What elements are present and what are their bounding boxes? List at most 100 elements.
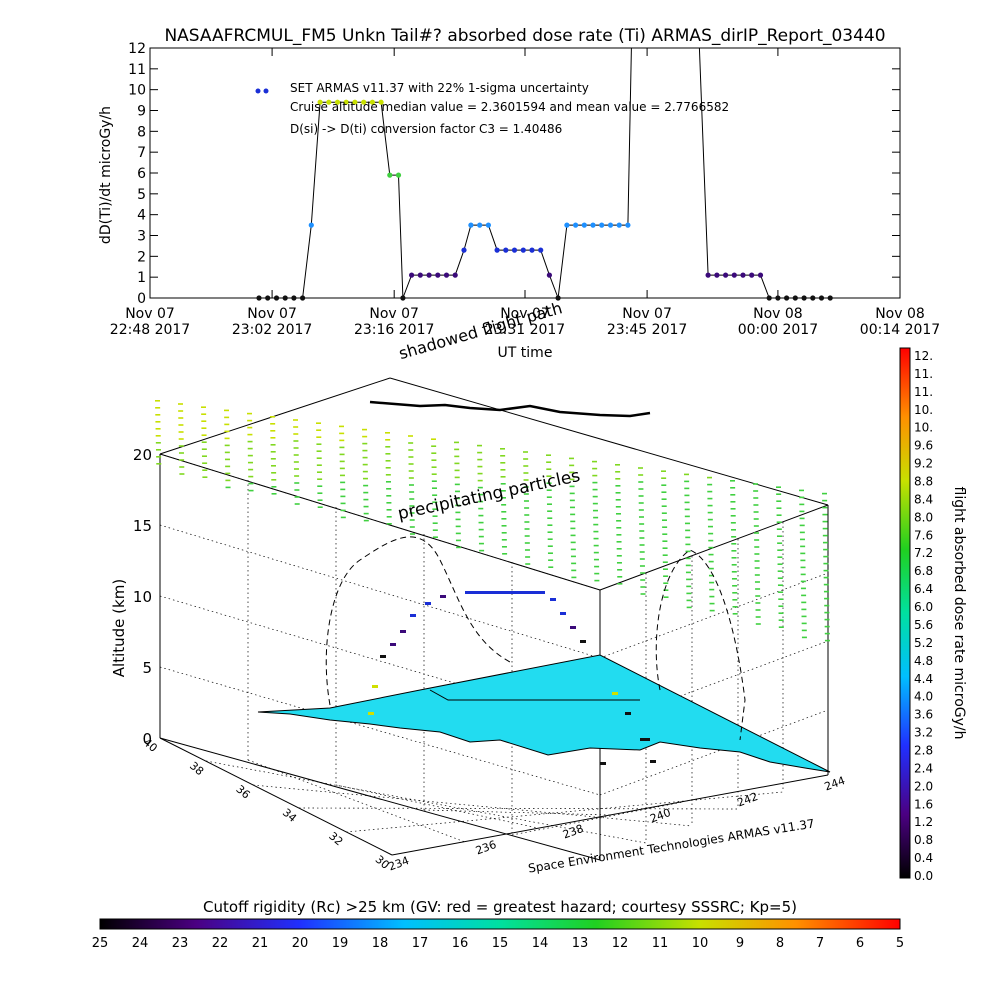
particle-mark bbox=[546, 461, 552, 463]
particle-mark bbox=[501, 546, 507, 548]
colorbar-tick-label: 11. bbox=[914, 367, 933, 381]
particle-mark bbox=[294, 503, 300, 505]
particle-mark bbox=[707, 511, 713, 514]
x-tick-label: Nov 07 bbox=[622, 306, 672, 322]
particle-mark bbox=[454, 448, 460, 451]
x-tick-label: 23:31 2017 bbox=[485, 322, 565, 338]
particle-mark bbox=[662, 533, 668, 535]
particle-mark bbox=[293, 419, 298, 421]
particle-mark bbox=[569, 471, 575, 474]
particle-mark bbox=[685, 536, 691, 539]
particle-mark bbox=[685, 571, 691, 574]
x-tick-label: 23:02 2017 bbox=[232, 322, 312, 338]
particle-mark bbox=[409, 512, 415, 514]
particle-mark bbox=[201, 427, 207, 429]
data-point bbox=[511, 247, 518, 253]
particle-mark bbox=[478, 542, 484, 545]
particle-mark bbox=[432, 536, 438, 538]
particle-mark bbox=[684, 480, 690, 483]
particle-mark bbox=[638, 509, 644, 511]
particle-mark bbox=[593, 558, 599, 561]
data-point bbox=[265, 295, 271, 301]
particle-mark bbox=[409, 533, 415, 535]
data-point bbox=[343, 99, 349, 105]
particle-mark bbox=[709, 581, 715, 584]
latitude-tick-label: 34 bbox=[280, 806, 299, 825]
flight-projection-left bbox=[325, 536, 511, 706]
particle-mark bbox=[707, 525, 713, 528]
particle-mark bbox=[500, 448, 505, 450]
particle-mark bbox=[592, 474, 598, 477]
particle-mark bbox=[340, 488, 346, 491]
particle-mark bbox=[339, 453, 345, 456]
particle-mark bbox=[639, 523, 645, 525]
particle-mark bbox=[339, 467, 345, 470]
data-point bbox=[546, 272, 553, 278]
particle-mark bbox=[685, 557, 691, 560]
particle-mark bbox=[293, 461, 299, 463]
particle-mark bbox=[663, 596, 669, 598]
particle-mark bbox=[661, 498, 667, 500]
particle-mark bbox=[524, 514, 530, 516]
particle-mark bbox=[662, 561, 668, 563]
particle-mark bbox=[570, 534, 576, 537]
particle-mark bbox=[431, 473, 437, 475]
data-point bbox=[317, 99, 323, 105]
particle-mark bbox=[155, 400, 160, 402]
particle-mark bbox=[408, 477, 414, 479]
data-point bbox=[731, 272, 737, 278]
particle-mark bbox=[616, 562, 622, 564]
particle-mark bbox=[638, 481, 644, 483]
particle-mark bbox=[201, 434, 207, 436]
particle-mark bbox=[386, 523, 392, 525]
particle-mark bbox=[594, 565, 600, 568]
particle-mark bbox=[823, 548, 829, 551]
particle-mark bbox=[777, 549, 783, 551]
particle-mark bbox=[316, 443, 322, 445]
particle-mark bbox=[615, 506, 621, 508]
particle-mark bbox=[661, 491, 667, 493]
particle-mark bbox=[569, 492, 575, 495]
particle-mark bbox=[340, 502, 346, 505]
longitude-tick-label: 244 bbox=[823, 774, 847, 793]
particle-mark bbox=[707, 483, 713, 486]
colorbar-tick-label: 1.6 bbox=[914, 797, 933, 811]
colorbar-tick-label: 12. bbox=[914, 349, 933, 363]
particle-mark bbox=[317, 506, 323, 508]
colorbar-tick-group: 12. 11. 11. 10. 10. 9.6 9.2 8.8 8.4 8.0 7.6 7.2 6.8 6… bbox=[914, 349, 933, 883]
particle-mark bbox=[247, 461, 253, 464]
particle-mark bbox=[594, 579, 600, 582]
particle-mark bbox=[617, 576, 623, 578]
particle-mark bbox=[754, 567, 760, 569]
particle-mark bbox=[755, 616, 761, 618]
particle-mark bbox=[431, 466, 437, 468]
rigidity-tick-label: 12 bbox=[612, 936, 629, 951]
particle-mark bbox=[731, 571, 737, 573]
particle-mark bbox=[316, 471, 322, 473]
particle-mark bbox=[686, 606, 692, 609]
particle-mark bbox=[753, 483, 758, 485]
particle-mark bbox=[524, 542, 530, 544]
particle-mark bbox=[454, 469, 460, 472]
colorbar-tick-label: 10. bbox=[914, 421, 933, 435]
particle-mark bbox=[547, 510, 553, 512]
rigidity-tick-label: 11 bbox=[652, 936, 669, 951]
particle-mark bbox=[432, 508, 438, 510]
particle-mark bbox=[776, 500, 782, 502]
data-point bbox=[616, 222, 622, 228]
particle-mark bbox=[778, 605, 784, 607]
particle-mark bbox=[753, 525, 759, 527]
particle-mark bbox=[709, 609, 715, 612]
altitude-tick-label: 5 bbox=[142, 659, 152, 677]
particle-mark bbox=[776, 514, 782, 516]
particle-mark bbox=[640, 579, 646, 581]
particle-mark bbox=[753, 504, 759, 506]
particle-mark bbox=[732, 592, 738, 594]
particle-mark bbox=[708, 560, 714, 563]
particle-mark bbox=[824, 618, 830, 621]
colorbar-tick-label: 4.0 bbox=[914, 690, 933, 704]
particle-mark bbox=[755, 609, 761, 611]
particle-mark bbox=[776, 528, 782, 530]
data-point bbox=[792, 295, 798, 301]
